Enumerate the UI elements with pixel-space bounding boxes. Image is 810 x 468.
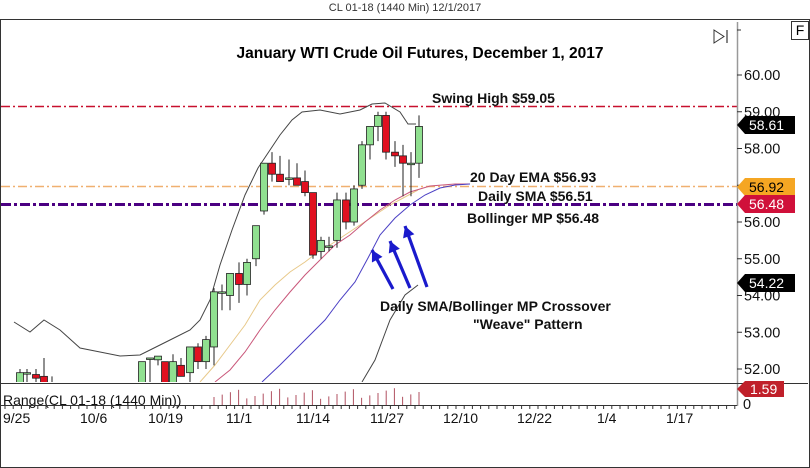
candle <box>23 369 31 382</box>
price-tag-value: 58.61 <box>749 117 784 133</box>
candle <box>415 115 423 178</box>
ema-label: 20 Day EMA $56.93 <box>470 169 597 185</box>
crossover-label: Daily SMA/Bollinger MP Crossover <box>380 298 611 314</box>
price-tag-value: 56.48 <box>749 196 784 212</box>
range-value: 1.59 <box>750 381 777 397</box>
candle <box>407 152 415 197</box>
x-tick-label: 1/17 <box>666 410 693 426</box>
candle <box>40 357 48 382</box>
candle <box>16 369 24 382</box>
candle <box>252 225 260 267</box>
bollinger-mp-label: Bollinger MP $56.48 <box>467 210 599 226</box>
candle <box>177 357 185 377</box>
price-tag: 56.48 <box>737 195 795 213</box>
price-tag-value: 54.22 <box>749 275 784 291</box>
x-tick-label: 10/19 <box>148 410 183 426</box>
candle <box>391 141 399 167</box>
candle <box>138 361 146 382</box>
bollinger-mp-curve <box>261 183 471 382</box>
range-value-tag: 1.59 <box>737 381 784 397</box>
candle <box>293 163 301 186</box>
price-tag: 58.61 <box>737 116 795 134</box>
candle <box>210 288 218 366</box>
candle <box>325 236 333 252</box>
candle <box>260 162 268 215</box>
price-tag: 56.92 <box>737 178 795 196</box>
candle <box>235 262 243 303</box>
x-tick-label: 12/22 <box>517 410 552 426</box>
candle <box>342 192 350 230</box>
daily-sma-curve <box>214 183 470 382</box>
daily-sma-label: Daily SMA $56.51 <box>478 188 593 204</box>
candle <box>276 155 284 182</box>
candle <box>202 335 210 369</box>
candle <box>350 185 358 226</box>
x-tick-label: 10/6 <box>80 410 107 426</box>
price-tag-value: 56.92 <box>749 179 784 195</box>
y-tick-label: 52.00 <box>744 362 780 378</box>
chart-title: January WTI Crude Oil Futures, December … <box>237 45 604 62</box>
crossover-arrows <box>370 225 429 290</box>
candle <box>154 355 162 366</box>
window-caption: CL 01-18 (1440 Min) 12/1/2017 <box>328 2 482 14</box>
range-histogram <box>213 388 420 405</box>
skip-to-end-icon[interactable] <box>713 29 728 44</box>
candle <box>374 111 382 142</box>
main-panel <box>1 102 737 382</box>
candle <box>51 376 53 382</box>
range-panel-label: Range(CL 01-18 (1440 Min)) <box>3 392 181 408</box>
y-tick-label: 56.00 <box>744 215 780 231</box>
x-tick-label: 1/4 <box>597 410 617 426</box>
candle <box>309 192 317 259</box>
y-tick-label: 54.00 <box>744 289 780 305</box>
candle <box>301 170 309 197</box>
upper-bollinger-band <box>13 102 416 357</box>
range-zero-tick: 0 <box>743 397 751 413</box>
lower-bollinger-band <box>361 284 419 382</box>
weave-pattern-label: "Weave" Pattern <box>473 316 583 332</box>
x-tick-label: 11/1 <box>226 410 252 426</box>
y-tick-label: 53.00 <box>744 325 780 341</box>
candle <box>317 236 325 259</box>
candle <box>382 111 390 160</box>
candle <box>218 284 226 311</box>
swing-high-label: Swing High $59.05 <box>432 90 555 106</box>
candle <box>226 273 234 311</box>
y-tick-label: 60.00 <box>744 68 780 84</box>
f-button[interactable]: F <box>791 21 809 40</box>
x-tick-label: 11/14 <box>296 410 330 426</box>
x-tick-label: 12/10 <box>443 410 478 426</box>
candle <box>358 141 366 189</box>
candle <box>161 361 169 382</box>
candle <box>186 346 194 382</box>
candle <box>268 152 276 182</box>
x-tick-label: 11/27 <box>370 410 404 426</box>
ema-20-curve <box>199 189 419 382</box>
candle <box>333 192 341 248</box>
candle <box>146 357 154 382</box>
candle <box>399 144 407 197</box>
candle <box>243 258 251 296</box>
x-tick-label: 9/25 <box>3 410 30 426</box>
y-tick-label: 55.00 <box>744 252 780 268</box>
y-tick-label: 58.00 <box>744 142 780 158</box>
candle <box>169 354 177 382</box>
candle <box>366 126 374 160</box>
candle <box>285 159 293 186</box>
candle <box>194 343 202 369</box>
price-tag: 54.22 <box>737 274 795 292</box>
candle <box>32 369 40 382</box>
